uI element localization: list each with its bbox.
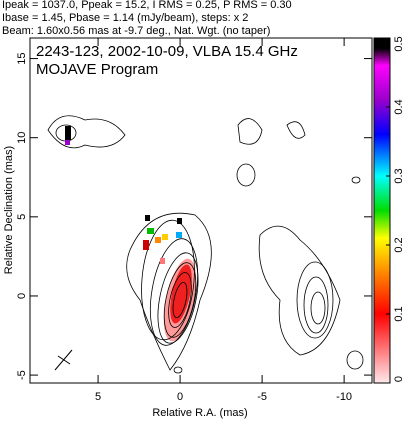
x-axis-label: Relative R.A. (mas) [152, 407, 247, 419]
colorbar-tick-label: 0 [393, 376, 405, 382]
colorbar-tick-label: 0.3 [393, 168, 405, 183]
y-tick-label: 0 [16, 293, 28, 299]
colorbar-tick-label: 0.4 [393, 99, 405, 114]
x-tick-label: 0 [177, 391, 183, 403]
y-tick-label: 10 [16, 132, 28, 144]
colorbar-tick-label: 0.2 [393, 237, 405, 252]
x-tick-label: 5 [95, 391, 101, 403]
annotation: MOJAVE Program [36, 61, 158, 78]
contour-map [47, 115, 364, 374]
y-tick-label: 15 [16, 52, 28, 64]
header-line: Ipeak = 1037.0, Ppeak = 15.2, I RMS = 0.… [2, 0, 292, 11]
x-tick-label: -10 [336, 391, 352, 403]
y-tick-label: -5 [16, 370, 28, 380]
annotation: 2243-123, 2002-10-09, VLBA 15.4 GHz [36, 43, 298, 60]
header-line: Ibase = 1.45, Pbase = 1.14 (mJy/beam), s… [2, 12, 248, 24]
colorbar-tick-label: 0.5 [393, 36, 405, 51]
y-tick-label: 5 [16, 214, 28, 220]
x-tick-label: -5 [257, 391, 267, 403]
colorbar-tick-label: 0.1 [393, 306, 405, 321]
plot-frame [29, 37, 373, 384]
header-line: Beam: 1.60x0.56 mas at -9.7 deg., Nat. W… [2, 25, 270, 37]
y-axis-label: Relative Declination (mas) [3, 146, 15, 274]
colorbar [373, 37, 391, 384]
